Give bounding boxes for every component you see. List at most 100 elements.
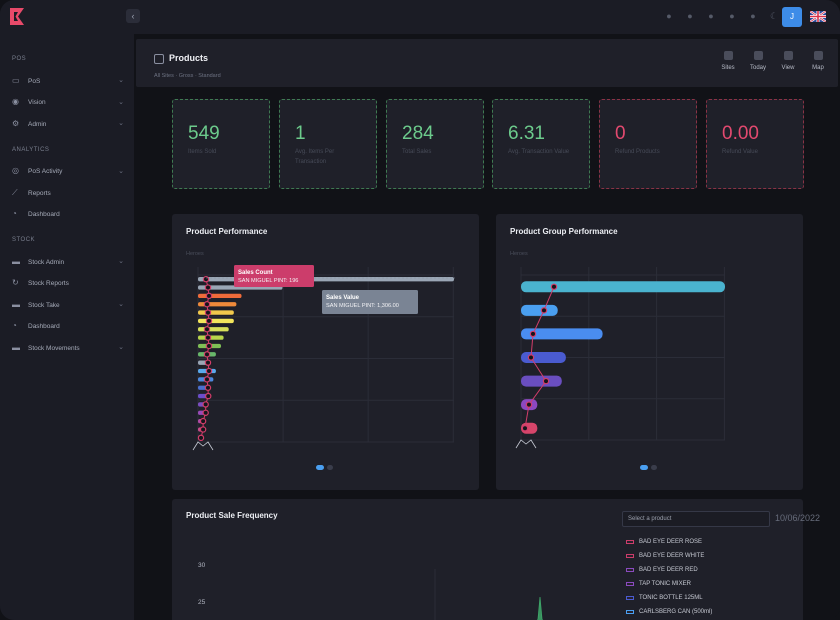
chevron-left-icon: ‹ [131, 11, 135, 21]
chart-bar[interactable] [521, 328, 603, 340]
sidebar-item[interactable]: ◉ Vision ⌄ [12, 96, 124, 110]
chart-bar[interactable] [521, 304, 558, 316]
marker-point[interactable] [202, 409, 209, 416]
carousel-dot-active[interactable] [640, 465, 648, 470]
sale-frequency-chart[interactable]: 302520 [172, 499, 612, 620]
action-today[interactable]: Today [748, 51, 768, 71]
product-performance-chart[interactable]: Sales Count SAN MIGUEL PINT: 196 Sales Val… [172, 214, 479, 490]
marker-point[interactable] [205, 392, 212, 400]
stat-value: 0 [615, 123, 626, 144]
legend-item[interactable]: TONIC BOTTLE 125ML [626, 591, 712, 605]
legend-item[interactable]: BAD EYE DEER WHITE [626, 549, 712, 563]
frequency-date[interactable]: 10/06/2022 [775, 513, 821, 523]
sidebar-item[interactable]: ↻ Stock Reports [12, 277, 124, 291]
carousel-dots[interactable] [316, 465, 340, 470]
marker-point[interactable] [550, 283, 558, 290]
user-avatar[interactable]: J [782, 7, 802, 27]
marker-point[interactable] [203, 351, 211, 358]
carousel-dots[interactable] [640, 465, 664, 470]
sidebar-item[interactable]: ▬ Stock Take ⌄ [12, 298, 124, 312]
product-group-performance-chart[interactable] [496, 214, 803, 490]
chart-bar[interactable] [521, 352, 566, 363]
marker-point[interactable] [205, 292, 213, 300]
marker-point[interactable] [527, 354, 535, 361]
sidebar-item[interactable]: ◔ Dashboard [12, 320, 124, 334]
brand-logo[interactable] [9, 7, 26, 26]
chart-bar[interactable] [521, 375, 562, 387]
view-icon [783, 51, 793, 60]
sidebar-item-label: PoS [28, 77, 41, 85]
uk-flag-icon[interactable] [810, 11, 826, 22]
marker-point[interactable] [202, 275, 210, 283]
product-select[interactable]: Select a product [622, 511, 770, 527]
marker-point[interactable] [204, 309, 212, 316]
chart-bar[interactable] [521, 281, 725, 293]
legend-swatch [626, 554, 634, 558]
marker-point[interactable] [204, 384, 212, 391]
marker-point[interactable] [204, 334, 212, 341]
marker-point[interactable] [203, 326, 211, 333]
activity-icon: ◎ [12, 166, 19, 175]
chart-bar[interactable] [198, 327, 229, 332]
legend-item[interactable]: BAD EYE DEER RED [626, 563, 712, 577]
marker-point[interactable] [205, 317, 213, 325]
chevron-down-icon: ⌄ [118, 120, 124, 127]
marker-point[interactable] [529, 330, 537, 338]
crown-icon [515, 439, 537, 449]
layers-icon[interactable]: ● [687, 11, 693, 21]
page-title: Products [169, 53, 209, 63]
sidebar-item[interactable]: ▬ Stock Movements ⌄ [12, 341, 124, 355]
marker-point[interactable] [197, 434, 205, 442]
marker-point[interactable] [199, 417, 207, 425]
legend-item[interactable]: TAP TONIC MIXER [626, 577, 712, 591]
marker-point[interactable] [205, 342, 213, 350]
action-view[interactable]: View [778, 51, 798, 71]
frequency-spike[interactable] [536, 597, 544, 620]
chart-line-icon: ⟋ [12, 187, 18, 197]
sidebar-item[interactable]: ▬ Stock Admin ⌄ [12, 255, 124, 269]
legend-item[interactable]: BAD EYE DEER ROSE [626, 535, 712, 549]
chart-bar[interactable] [198, 318, 234, 324]
action-map[interactable]: Map [808, 51, 828, 71]
sidebar-item-label: Admin [28, 120, 47, 128]
carousel-dot-active[interactable] [316, 465, 324, 470]
carousel-dot[interactable] [651, 465, 657, 470]
marker-point[interactable] [204, 284, 212, 291]
tooltip-text: SAN MIGUEL PINT: 1,306.00 [326, 303, 399, 309]
monitor-icon[interactable]: ● [708, 11, 714, 21]
sidebar-item[interactable]: ◎ PoS Activity ⌄ [12, 165, 124, 179]
marker-point[interactable] [204, 359, 212, 366]
legend-label: BAD EYE DEER ROSE [639, 539, 703, 545]
chat-icon[interactable]: ● [750, 11, 756, 21]
chart-bar[interactable] [198, 310, 234, 315]
marker-point[interactable] [203, 301, 211, 308]
moon-icon[interactable]: ☾ [769, 11, 779, 21]
chart-bar[interactable] [198, 302, 237, 307]
sidebar-item[interactable]: ⚙ Admin ⌄ [12, 117, 124, 131]
pie-icon: ◔ [12, 321, 17, 330]
marker-point[interactable] [521, 425, 529, 432]
marker-point[interactable] [203, 376, 211, 383]
marker-point[interactable] [540, 307, 548, 314]
store-icon[interactable]: ● [729, 11, 735, 21]
marker-point[interactable] [199, 426, 207, 433]
chevron-down-icon: ⌄ [118, 167, 124, 175]
collapse-sidebar-button[interactable]: ‹ [126, 9, 140, 23]
carousel-dot[interactable] [327, 465, 333, 470]
sidebar-item[interactable]: ⟋ Reports [12, 186, 124, 200]
marker-point[interactable] [525, 401, 533, 408]
action-sites[interactable]: Sites [718, 51, 738, 71]
legend-item[interactable]: CARLSBERG CAN (500ml) [626, 605, 712, 619]
info-icon[interactable]: ● [666, 11, 672, 21]
sidebar-item[interactable]: ◔ Dashboard [12, 208, 124, 222]
stat-card: 0 Refund Products [599, 99, 697, 189]
sidebar: POS ▭ PoS ⌄ ◉ Vision ⌄ ⚙ Admin ⌄ ANALYTICS ◎ PoS Act… [0, 34, 134, 620]
chart-bar[interactable] [198, 293, 242, 299]
marker-point[interactable] [205, 367, 213, 375]
marker-point[interactable] [542, 377, 550, 385]
panel-subtitle: Heroes [186, 251, 204, 257]
page-select-checkbox[interactable] [154, 54, 164, 64]
marker-point[interactable] [202, 401, 209, 408]
sidebar-item[interactable]: ▭ PoS ⌄ [12, 74, 124, 88]
